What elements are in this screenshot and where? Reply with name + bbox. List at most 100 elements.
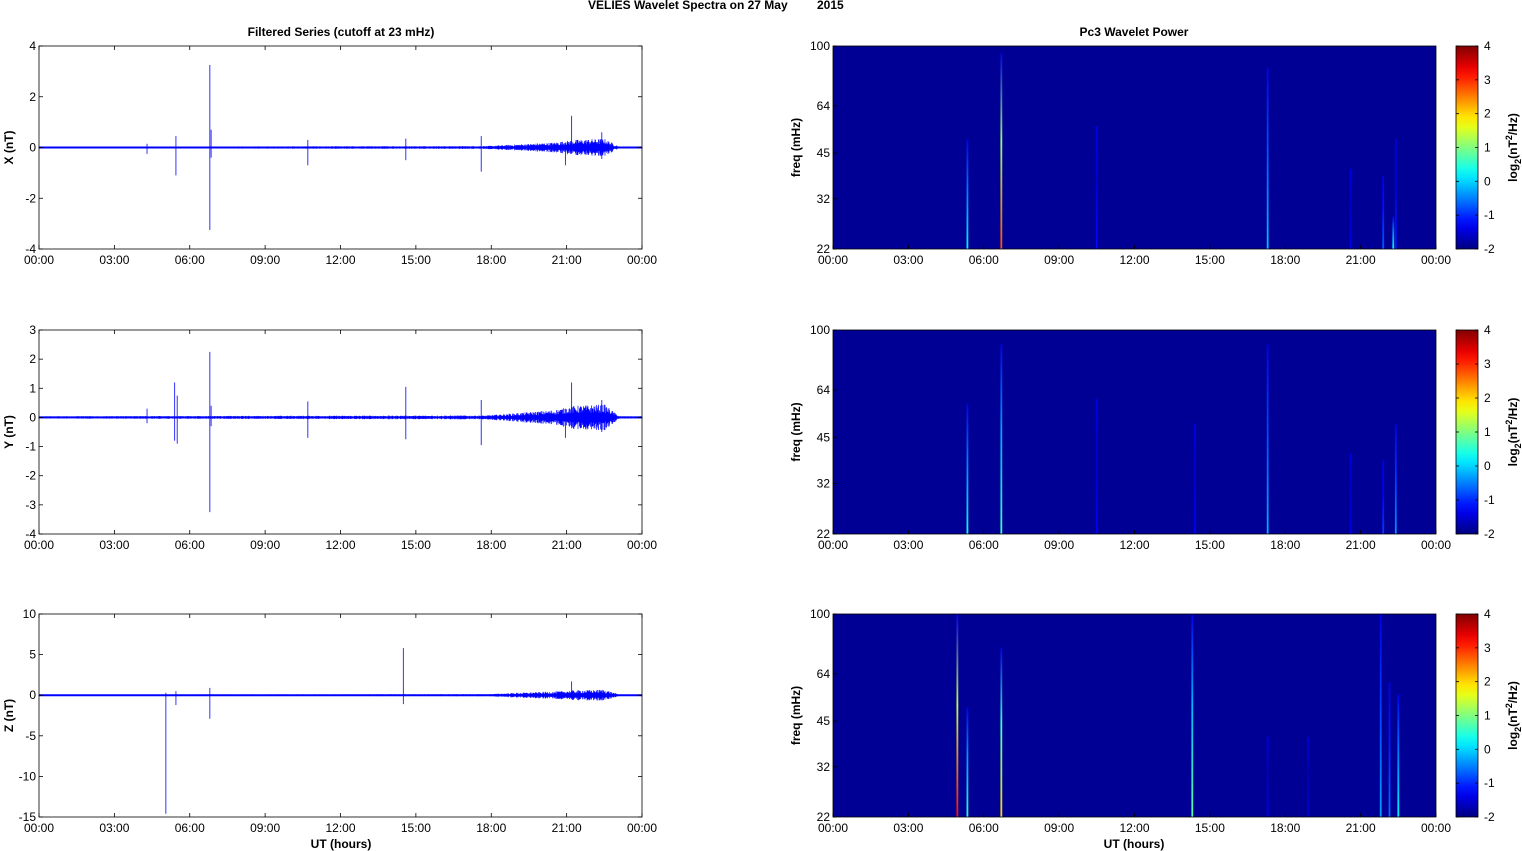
power-ridge [1379, 614, 1382, 817]
colorbar-label-part: 2 [1504, 703, 1514, 708]
power-ridge [1388, 682, 1391, 817]
x-tick-label: 06:00 [969, 253, 999, 267]
x-tick-label: 18:00 [1270, 538, 1300, 552]
y-tick-label: 32 [817, 760, 831, 774]
power-ridge [1394, 423, 1397, 534]
x-tick-label: 09:00 [1044, 538, 1074, 552]
colorbar-label-part: log [1506, 164, 1520, 182]
figure-title-left: VELIES Wavelet Spectra on 27 May [588, 0, 788, 12]
x-tick-label: 12:00 [325, 253, 355, 267]
x-tick-label: 09:00 [250, 538, 280, 552]
y-axis-label: Y (nT) [2, 415, 16, 449]
colorbar-tick-label: -1 [1484, 208, 1495, 222]
x-tick-label: 12:00 [1119, 821, 1149, 835]
colorbar-tick-label: 3 [1484, 641, 1491, 655]
colorbar-tick-label: 0 [1484, 459, 1491, 473]
colorbar-tick-label: 3 [1484, 73, 1491, 87]
y-tick-label: 100 [810, 39, 830, 53]
x-tick-label: 15:00 [401, 821, 431, 835]
colorbar-tick-label: 1 [1484, 425, 1491, 439]
y-axis-label: freq (mHz) [789, 686, 803, 745]
y-tick-label: -15 [19, 810, 37, 824]
power-ridge [1193, 423, 1196, 534]
y-tick-label: 45 [817, 146, 831, 160]
colorbar-tick-label: 2 [1484, 391, 1491, 405]
y-tick-label: 4 [29, 39, 36, 53]
line-panel-1: 00:00 03:00 06:00 09:00 12:00 15:00 18:00 21:00… [2, 39, 657, 267]
heatmap-panel-2: 00:00 03:00 06:00 09:00 12:00 15:00 18:00 21:00… [789, 323, 1522, 552]
y-tick-label: 45 [817, 714, 831, 728]
x-tick-label: 00:00 [24, 821, 54, 835]
colorbar-label-part: log [1506, 732, 1520, 750]
power-ridge [956, 614, 959, 817]
x-tick-label: 06:00 [175, 253, 205, 267]
x-tick-label: 18:00 [1270, 253, 1300, 267]
x-tick-label: 03:00 [99, 253, 129, 267]
x-tick-label: 00:00 [627, 253, 657, 267]
colorbar-label: log2(nT2/Hz) [1504, 681, 1522, 750]
power-ridge [1266, 67, 1269, 250]
x-tick-label: 21:00 [1346, 253, 1376, 267]
colorbar-tick-label: -2 [1484, 527, 1495, 541]
colorbar-label-part: 2 [1513, 443, 1522, 448]
colorbar-label-part: 2 [1513, 727, 1522, 732]
x-tick-label: 15:00 [401, 253, 431, 267]
colorbar-label-part: 2 [1513, 159, 1522, 164]
y-tick-label: 0 [29, 688, 36, 702]
power-ridge [1000, 344, 1003, 534]
y-tick-label: 64 [817, 383, 831, 397]
x-tick-label: 00:00 [1421, 253, 1451, 267]
colorbar-tick-label: -1 [1484, 493, 1495, 507]
power-ridge [1382, 460, 1385, 534]
x-tick-label: 21:00 [1346, 538, 1376, 552]
colorbar-tick-label: -2 [1484, 242, 1495, 256]
x-tick-label: 00:00 [1421, 538, 1451, 552]
x-tick-label: 00:00 [818, 253, 848, 267]
colorbar-label-part: 2 [1504, 420, 1514, 425]
colorbar-label-part: log [1506, 448, 1520, 466]
colorbar-label-part: /Hz) [1506, 113, 1520, 135]
x-tick-label: 00:00 [627, 821, 657, 835]
power-ridge [1266, 344, 1269, 534]
colorbar-tick-label: -2 [1484, 810, 1495, 824]
x-tick-label: 12:00 [1119, 253, 1149, 267]
y-axis-label: Z (nT) [2, 699, 16, 732]
y-tick-label: 22 [817, 242, 831, 256]
colorbar-label-part: /Hz) [1506, 398, 1520, 420]
y-tick-label: 2 [29, 352, 36, 366]
colorbar [1455, 45, 1479, 250]
colorbar-label: log2(nT2/Hz) [1504, 398, 1522, 467]
y-tick-label: -3 [25, 498, 36, 512]
power-ridge [1394, 138, 1397, 249]
y-axis-label: freq (mHz) [789, 402, 803, 461]
x-tick-label: 21:00 [552, 253, 582, 267]
y-tick-label: -4 [25, 242, 36, 256]
power-ridge [1095, 398, 1098, 534]
x-tick-label: 18:00 [1270, 821, 1300, 835]
y-tick-label: 22 [817, 527, 831, 541]
y-tick-label: -1 [25, 440, 36, 454]
colorbar-tick-label: 4 [1484, 607, 1491, 621]
x-tick-label: 00:00 [24, 538, 54, 552]
heatmap-panel-1: 00:00 03:00 06:00 09:00 12:00 15:00 18:00 21:00… [789, 39, 1522, 267]
colorbar-tick-label: 0 [1484, 174, 1491, 188]
power-ridge [1382, 175, 1385, 249]
power-ridge [1000, 52, 1003, 249]
panels-group: 00:00 03:00 06:00 09:00 12:00 15:00 18:00 21:00… [2, 39, 1522, 835]
power-background [833, 614, 1436, 817]
heatmap-panel-3: 00:00 03:00 06:00 09:00 12:00 15:00 18:00 21:00… [789, 607, 1522, 835]
y-tick-label: -4 [25, 527, 36, 541]
x-tick-label: 21:00 [552, 821, 582, 835]
y-tick-label: -2 [25, 469, 36, 483]
x-tick-label: 09:00 [1044, 821, 1074, 835]
x-tick-label: 18:00 [476, 253, 506, 267]
colorbar-tick-label: 1 [1484, 709, 1491, 723]
colorbar-tick-label: 3 [1484, 357, 1491, 371]
y-tick-label: 32 [817, 192, 831, 206]
x-tick-label: 09:00 [250, 253, 280, 267]
y-tick-label: -10 [19, 769, 37, 783]
x-tick-label: 15:00 [1195, 538, 1225, 552]
y-axis-label: freq (mHz) [789, 118, 803, 177]
y-tick-label: 100 [810, 607, 830, 621]
colorbar-tick-label: 0 [1484, 742, 1491, 756]
